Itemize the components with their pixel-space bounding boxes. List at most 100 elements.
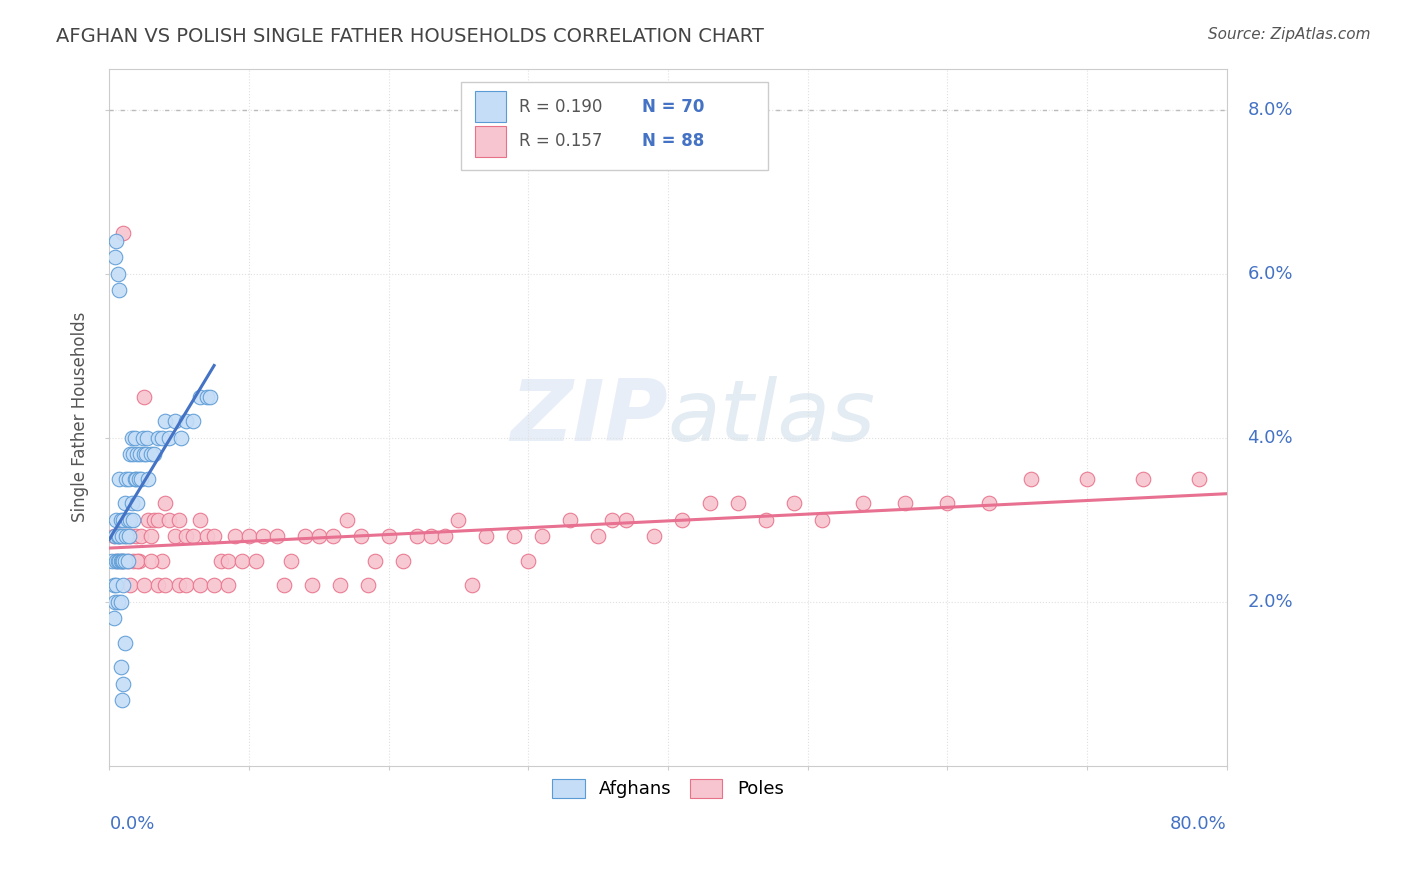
Text: 80.0%: 80.0% <box>1170 815 1226 833</box>
Point <box>114 529 136 543</box>
Point <box>105 554 128 568</box>
Point <box>643 529 665 543</box>
Point <box>105 578 128 592</box>
Point <box>112 226 135 240</box>
Point <box>727 496 749 510</box>
Point <box>600 513 623 527</box>
Point <box>252 529 274 543</box>
Point <box>105 513 128 527</box>
Text: atlas: atlas <box>668 376 876 458</box>
Point <box>108 472 131 486</box>
Point <box>936 496 959 510</box>
Point <box>127 554 149 568</box>
Point <box>115 472 138 486</box>
Point <box>148 431 170 445</box>
Point <box>104 529 127 543</box>
Point <box>117 513 139 527</box>
Point <box>188 390 211 404</box>
Point <box>461 578 484 592</box>
Point <box>120 447 142 461</box>
Point <box>138 513 160 527</box>
Point <box>560 513 582 527</box>
Point <box>111 529 134 543</box>
Point <box>181 414 204 428</box>
Point <box>245 554 267 568</box>
Point <box>217 554 239 568</box>
Point <box>266 529 288 543</box>
Point <box>120 513 142 527</box>
Point <box>107 554 129 568</box>
Point <box>112 554 135 568</box>
Point <box>112 578 135 592</box>
Text: 2.0%: 2.0% <box>1247 593 1294 611</box>
Text: AFGHAN VS POLISH SINGLE FATHER HOUSEHOLDS CORRELATION CHART: AFGHAN VS POLISH SINGLE FATHER HOUSEHOLD… <box>56 27 763 45</box>
Point <box>152 554 174 568</box>
Point <box>167 578 190 592</box>
Point <box>169 431 191 445</box>
Point <box>231 554 253 568</box>
Point <box>1076 472 1098 486</box>
Point <box>117 554 139 568</box>
Point <box>107 529 129 543</box>
Point <box>138 472 160 486</box>
Text: R = 0.157: R = 0.157 <box>519 132 603 151</box>
Point <box>108 283 131 297</box>
Point <box>699 496 721 510</box>
Point <box>419 529 441 543</box>
Point <box>131 529 153 543</box>
Point <box>124 472 146 486</box>
Point <box>108 529 131 543</box>
Point <box>1187 472 1209 486</box>
Point <box>108 529 131 543</box>
Point <box>120 578 142 592</box>
Point <box>671 513 693 527</box>
Point <box>121 431 143 445</box>
Text: R = 0.190: R = 0.190 <box>519 97 603 116</box>
Point <box>128 554 150 568</box>
Point <box>101 554 124 568</box>
Point <box>134 578 156 592</box>
Point <box>202 578 225 592</box>
Text: N = 70: N = 70 <box>643 97 704 116</box>
Point <box>159 513 181 527</box>
Point <box>174 529 197 543</box>
Point <box>110 660 132 674</box>
Point <box>103 529 125 543</box>
Text: Source: ZipAtlas.com: Source: ZipAtlas.com <box>1208 27 1371 42</box>
Point <box>111 554 134 568</box>
Point <box>475 529 498 543</box>
Point <box>174 578 197 592</box>
Point <box>107 595 129 609</box>
Y-axis label: Single Father Households: Single Father Households <box>72 312 89 523</box>
Point <box>118 472 141 486</box>
Legend: Afghans, Poles: Afghans, Poles <box>546 772 792 805</box>
Point <box>188 513 211 527</box>
Point <box>148 578 170 592</box>
Point <box>127 496 149 510</box>
Point <box>114 636 136 650</box>
Point <box>209 554 232 568</box>
Point <box>586 529 609 543</box>
FancyBboxPatch shape <box>475 126 506 157</box>
Point <box>148 513 170 527</box>
Point <box>124 431 146 445</box>
Point <box>141 554 163 568</box>
Point <box>105 234 128 248</box>
Point <box>329 578 352 592</box>
Point <box>1132 472 1154 486</box>
Point <box>188 578 211 592</box>
Point <box>503 529 526 543</box>
Point <box>1019 472 1042 486</box>
Point <box>128 472 150 486</box>
Text: N = 88: N = 88 <box>643 132 704 151</box>
Point <box>810 513 832 527</box>
Point <box>181 529 204 543</box>
Point <box>105 554 128 568</box>
Text: ZIP: ZIP <box>510 376 668 458</box>
Point <box>135 447 157 461</box>
Point <box>159 431 181 445</box>
Point <box>136 431 159 445</box>
Point <box>294 529 316 543</box>
Point <box>405 529 427 543</box>
Point <box>122 447 145 461</box>
